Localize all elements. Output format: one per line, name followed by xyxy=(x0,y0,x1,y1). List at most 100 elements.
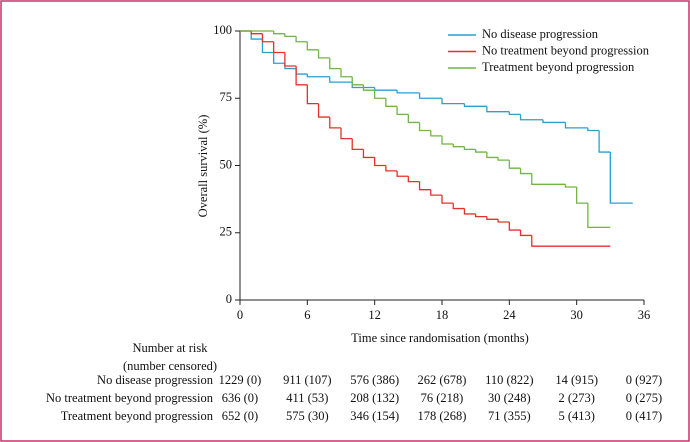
risk-cell: 0 (275) xyxy=(626,391,662,405)
y-tick-label: 100 xyxy=(213,23,232,37)
y-tick-label: 75 xyxy=(220,90,233,104)
y-axis-label: Overall survival (%) xyxy=(196,115,210,218)
risk-cell: 0 (417) xyxy=(626,409,662,423)
risk-row-label: No disease progression xyxy=(97,373,214,387)
survival-step xyxy=(587,203,611,229)
survival-step xyxy=(385,165,398,172)
risk-subtitle: (number censored) xyxy=(123,359,217,373)
risk-cell: 71 (355) xyxy=(488,409,531,423)
risk-cell: 178 (268) xyxy=(418,409,467,423)
survival-step xyxy=(273,52,285,64)
survival-step xyxy=(598,130,611,153)
x-tick-label: 30 xyxy=(570,308,583,322)
x-tick-label: 24 xyxy=(503,308,516,322)
survival-step xyxy=(564,184,577,188)
survival-step xyxy=(609,152,633,204)
survival-step xyxy=(295,65,308,86)
survival-step xyxy=(519,168,532,175)
survival-step xyxy=(542,119,566,124)
y-tick-label: 0 xyxy=(226,292,232,306)
survival-step xyxy=(273,41,285,54)
survival-step xyxy=(396,90,420,94)
survival-step xyxy=(452,143,465,148)
risk-cell: 0 (927) xyxy=(626,373,662,387)
survival-step xyxy=(497,219,510,223)
survival-step xyxy=(284,52,297,67)
risk-cell: 76 (218) xyxy=(421,391,464,405)
survival-step xyxy=(284,33,297,38)
survival-step xyxy=(519,230,532,237)
risk-cell: 1229 (0) xyxy=(219,373,262,387)
survival-step xyxy=(486,216,499,220)
survival-step xyxy=(508,221,521,231)
survival-step xyxy=(463,103,487,107)
survival-step xyxy=(306,84,319,105)
survival-step xyxy=(306,74,330,78)
survival-step xyxy=(329,57,341,70)
survival-step xyxy=(475,213,487,218)
risk-cell: 652 (0) xyxy=(222,409,258,423)
risk-cell: 636 (0) xyxy=(222,391,258,405)
survival-step xyxy=(362,149,375,159)
survival-step xyxy=(430,130,442,137)
survival-step xyxy=(340,68,353,78)
risk-cell: 208 (132) xyxy=(350,391,399,405)
x-tick-label: 18 xyxy=(436,308,449,322)
survival-step xyxy=(385,98,398,107)
x-tick-label: 6 xyxy=(304,308,310,322)
risk-row-label: No treatment beyond progression xyxy=(46,391,214,405)
y-tick-label: 25 xyxy=(220,225,233,239)
survival-step xyxy=(261,39,274,54)
survival-step xyxy=(587,127,600,132)
survival-step xyxy=(340,127,353,140)
survival-step xyxy=(564,122,588,129)
survival-step xyxy=(576,187,588,204)
survival-step xyxy=(250,31,263,40)
risk-cell: 262 (678) xyxy=(418,373,467,387)
survival-step xyxy=(351,76,364,86)
risk-cell: 911 (107) xyxy=(283,373,332,387)
survival-step xyxy=(418,122,431,132)
survival-step xyxy=(306,41,319,51)
survival-step xyxy=(396,106,409,116)
risk-cell: 576 (386) xyxy=(350,373,399,387)
survival-step xyxy=(441,135,454,145)
survival-step xyxy=(374,87,398,91)
survival-step xyxy=(396,170,409,177)
survival-step xyxy=(508,111,521,116)
survival-step xyxy=(374,157,386,167)
survival-step xyxy=(407,114,420,124)
survival-step xyxy=(486,106,510,113)
survival-step xyxy=(452,203,465,210)
x-tick-label: 36 xyxy=(638,308,651,322)
survival-step xyxy=(273,31,285,35)
survival-step xyxy=(418,181,431,191)
y-tick-label: 50 xyxy=(220,157,233,171)
survival-step xyxy=(497,157,510,161)
survival-step xyxy=(374,90,386,99)
risk-cell: 14 (915) xyxy=(555,373,598,387)
x-tick-label: 12 xyxy=(368,308,381,322)
risk-cell: 411 (53) xyxy=(286,391,328,405)
risk-cell: 346 (154) xyxy=(350,409,399,423)
survival-step xyxy=(475,149,487,153)
risk-cell: 110 (822) xyxy=(485,373,534,387)
survival-step xyxy=(531,235,611,247)
x-axis-label: Time since randomisation (months) xyxy=(351,331,529,345)
risk-row-label: Treatment beyond progression xyxy=(61,409,214,423)
risk-cell: 5 (413) xyxy=(558,409,594,423)
survival-step xyxy=(463,146,476,151)
survival-step xyxy=(329,117,341,129)
legend-label: No treatment beyond progression xyxy=(482,43,650,57)
risk-title: Number at risk xyxy=(133,341,209,355)
survival-step xyxy=(351,138,364,151)
risk-cell: 575 (30) xyxy=(286,409,329,423)
survival-step xyxy=(261,33,274,43)
survival-step xyxy=(430,189,442,196)
x-tick-label: 0 xyxy=(237,308,243,322)
survival-step xyxy=(407,176,420,183)
survival-step xyxy=(531,173,566,185)
survival-step xyxy=(463,208,476,215)
survival-step xyxy=(441,195,454,204)
